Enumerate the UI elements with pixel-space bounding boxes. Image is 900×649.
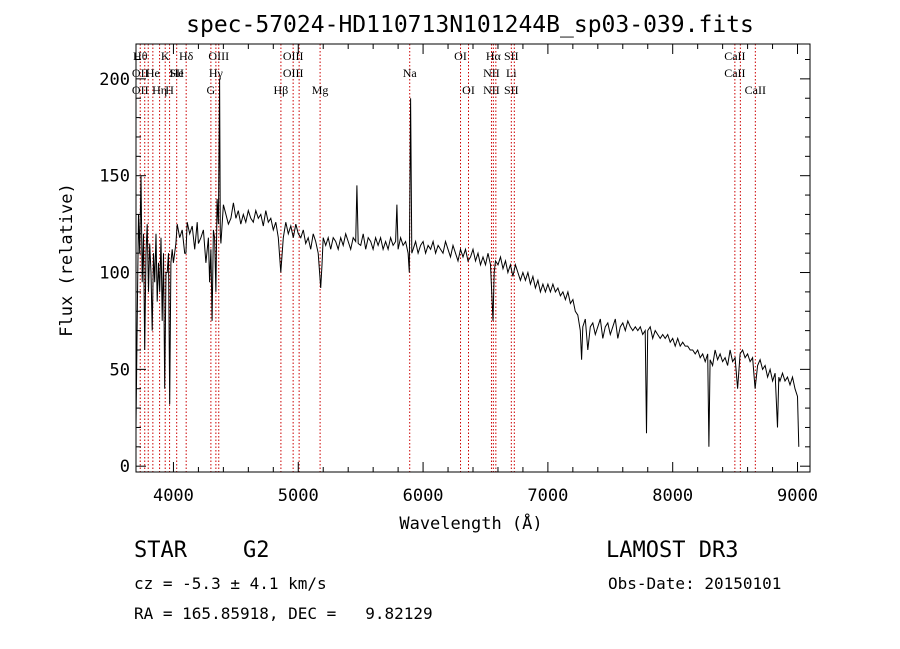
spectral-line-label: Hα: [486, 49, 502, 63]
y-tick-label: 100: [99, 264, 130, 284]
spectral-line-label: SII: [504, 83, 519, 97]
y-tick-label: 150: [99, 167, 130, 187]
y-tick-label: 50: [110, 360, 130, 380]
coordinates: RA = 165.85918, DEC = 9.82129: [134, 604, 433, 623]
y-tick-label: 0: [120, 457, 130, 477]
survey-name: LAMOST DR3: [606, 538, 739, 563]
spectral-line-label: Li: [506, 66, 517, 80]
spectral-line-label: Na: [403, 66, 418, 80]
y-axis: 0 50 100 150 200: [99, 58, 810, 477]
x-tick-label: 6000: [403, 486, 444, 506]
chart-title: spec-57024-HD110713N101244B_sp03-039.fit…: [186, 12, 754, 38]
plot-frame: [135, 43, 811, 473]
spectral-line-label: He: [146, 66, 160, 80]
spectral-line-label: OII: [132, 83, 149, 97]
spectral-line-label: CaII: [724, 49, 745, 63]
spectral-line-label: OI: [454, 49, 467, 63]
spectral-line-label: SII: [504, 49, 519, 63]
spectral-line-label: He: [170, 66, 184, 80]
y-tick-label: 200: [99, 70, 130, 90]
spectral-line-label: Hβ: [274, 83, 289, 97]
spectral-line-label: G: [207, 83, 216, 97]
x-tick-label: 7000: [527, 486, 568, 506]
redshift-velocity: cz = -5.3 ± 4.1 km/s: [134, 574, 327, 593]
spectral-line-label: H: [165, 83, 174, 97]
object-subclass: G2: [243, 538, 270, 563]
spectral-line-label: OIII: [283, 66, 304, 80]
spectral-line-label: NII: [483, 66, 500, 80]
spectral-line-label: SII: [169, 66, 184, 80]
spectral-line-label: Hγ: [209, 66, 224, 80]
spectral-line-label: K: [161, 49, 170, 63]
x-tick-label: 9000: [777, 486, 818, 506]
spectral-line-labels: HθOIIOIIHeHηKHHeSIIHδGHγOIIIHβOIIIOIIIMg…: [132, 49, 766, 97]
spectral-line-markers: [139, 44, 756, 472]
observation-date: Obs-Date: 20150101: [608, 574, 782, 593]
spectrum-line: [135, 78, 800, 447]
spectral-line-label: NII: [483, 83, 500, 97]
y-axis-label: Flux (relative): [57, 183, 77, 337]
spectral-line-label: CaII: [724, 66, 745, 80]
x-tick-label: 5000: [278, 486, 319, 506]
spectral-line-label: OIII: [208, 49, 229, 63]
spectral-line-label: Hδ: [179, 49, 194, 63]
spectral-line-label: Hθ: [133, 49, 148, 63]
x-axis-label: Wavelength (Å): [399, 512, 542, 534]
spectral-line-label: CaII: [745, 83, 766, 97]
spectral-line-label: OIII: [283, 49, 304, 63]
spectral-line-label: OI: [462, 83, 475, 97]
x-tick-label: 4000: [153, 486, 194, 506]
object-type: STAR: [134, 538, 187, 563]
x-axis: 4000 5000 6000 7000 8000 9000: [153, 44, 818, 506]
x-tick-label: 8000: [652, 486, 693, 506]
spectral-line-label: Hη: [152, 83, 167, 97]
spectral-line-label: Mg: [312, 83, 329, 97]
